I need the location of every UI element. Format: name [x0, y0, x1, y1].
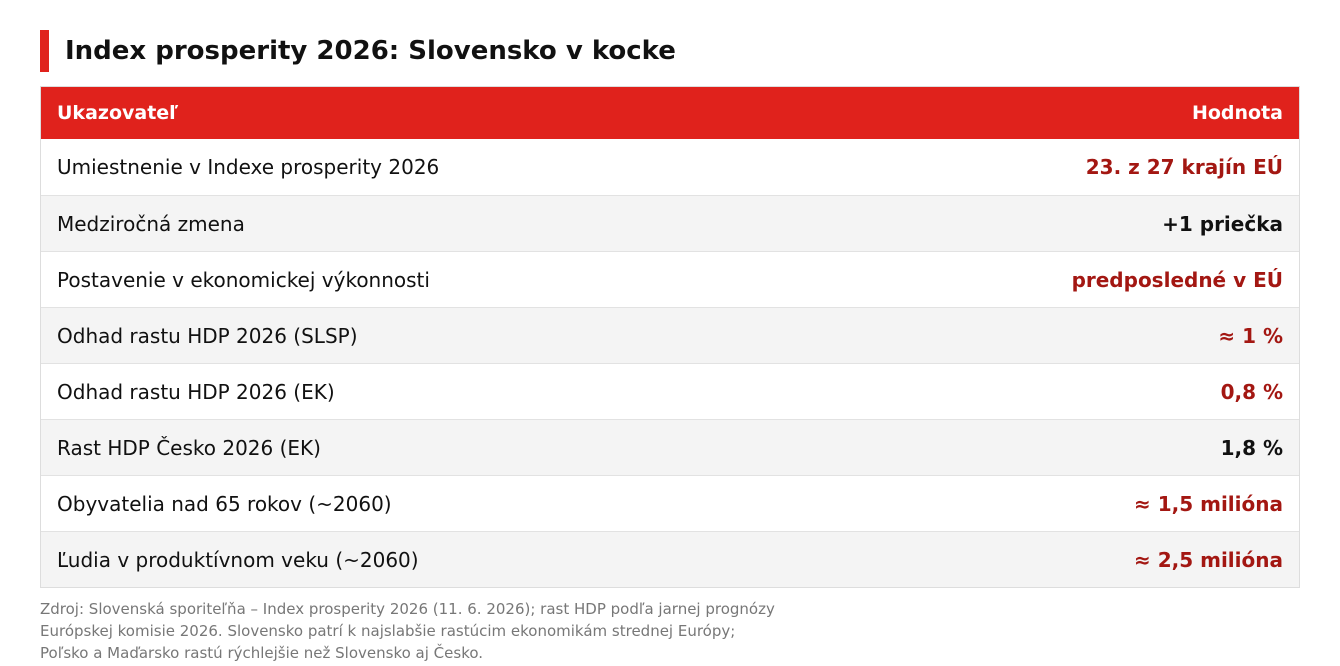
row-label: Odhad rastu HDP 2026 (SLSP) — [57, 323, 358, 348]
title-block: Index prosperity 2026: Slovensko v kocke — [40, 30, 676, 72]
row-label: Ľudia v produktívnom veku (~2060) — [57, 547, 419, 572]
source-note-line: Zdroj: Slovenská sporiteľňa – Index pros… — [40, 600, 775, 618]
header-indicator: Ukazovateľ — [57, 102, 179, 124]
row-label: Medziročná zmena — [57, 211, 245, 236]
prosperity-table: Ukazovateľ Hodnota Umiestnenie v Indexe … — [40, 86, 1300, 588]
table-row: Rast HDP Česko 2026 (EK) 1,8 % — [41, 419, 1299, 475]
table-header: Ukazovateľ Hodnota — [41, 87, 1299, 139]
header-value: Hodnota — [1191, 102, 1283, 124]
row-value: predposledné v EÚ — [1071, 267, 1283, 292]
source-note-line: Európskej komisie 2026. Slovensko patrí … — [40, 622, 736, 640]
row-label: Rast HDP Česko 2026 (EK) — [57, 435, 321, 460]
table-row: Obyvatelia nad 65 rokov (~2060) ≈ 1,5 mi… — [41, 475, 1299, 531]
row-label: Obyvatelia nad 65 rokov (~2060) — [57, 491, 392, 516]
source-note: Zdroj: Slovenská sporiteľňa – Index pros… — [40, 598, 900, 664]
row-label: Odhad rastu HDP 2026 (EK) — [57, 379, 335, 404]
source-note-line: Poľsko a Maďarsko rastú rýchlejšie než S… — [40, 644, 484, 662]
table-row: Postavenie v ekonomickej výkonnosti pred… — [41, 251, 1299, 307]
row-value: ≈ 1 % — [1218, 323, 1283, 348]
row-value: 1,8 % — [1220, 435, 1283, 460]
row-value: ≈ 1,5 milióna — [1134, 491, 1283, 516]
table-row: Odhad rastu HDP 2026 (EK) 0,8 % — [41, 363, 1299, 419]
page-title: Index prosperity 2026: Slovensko v kocke — [65, 36, 676, 66]
table-row: Ľudia v produktívnom veku (~2060) ≈ 2,5 … — [41, 531, 1299, 587]
table-row: Medziročná zmena +1 priečka — [41, 195, 1299, 251]
row-value: +1 priečka — [1162, 211, 1283, 236]
row-label: Umiestnenie v Indexe prosperity 2026 — [57, 155, 440, 179]
table-body: Umiestnenie v Indexe prosperity 2026 23.… — [41, 139, 1299, 587]
row-value: 0,8 % — [1220, 379, 1283, 404]
table-row: Odhad rastu HDP 2026 (SLSP) ≈ 1 % — [41, 307, 1299, 363]
table-row: Umiestnenie v Indexe prosperity 2026 23.… — [41, 139, 1299, 195]
row-label: Postavenie v ekonomickej výkonnosti — [57, 267, 430, 292]
row-value: 23. z 27 krajín EÚ — [1085, 155, 1283, 179]
row-value: ≈ 2,5 milióna — [1134, 547, 1283, 572]
title-accent-bar — [40, 30, 49, 72]
